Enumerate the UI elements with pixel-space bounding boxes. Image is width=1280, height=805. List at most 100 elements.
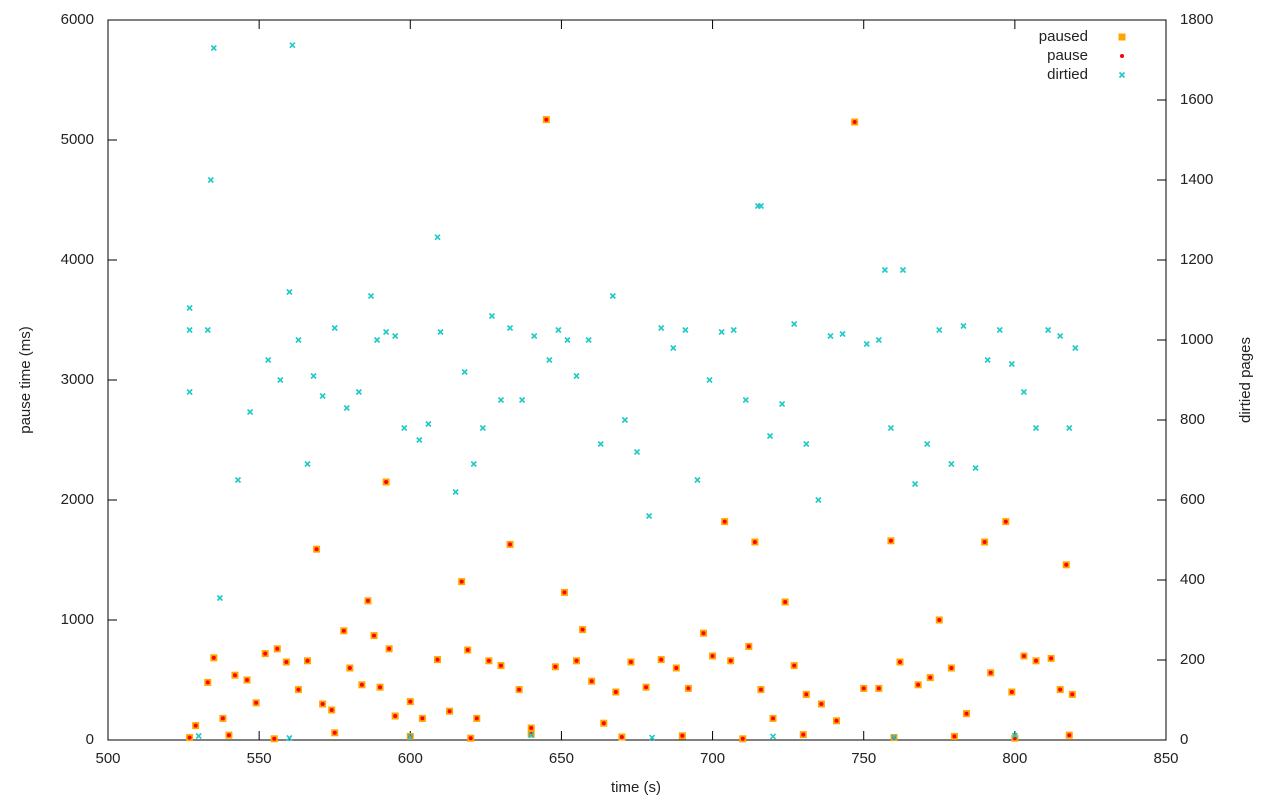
point	[972, 464, 979, 472]
point	[195, 732, 202, 740]
point	[1003, 519, 1008, 524]
point	[272, 736, 277, 741]
point	[263, 651, 268, 656]
point	[803, 440, 810, 448]
y-tick-label: 2000	[61, 491, 94, 508]
point	[937, 618, 942, 622]
point	[425, 420, 432, 428]
x-tick-label: 500	[95, 750, 120, 767]
point	[332, 730, 337, 735]
plot-frame	[107, 19, 1167, 741]
point	[585, 336, 592, 344]
point	[384, 480, 389, 484]
point	[329, 708, 334, 712]
point	[916, 682, 921, 687]
legend-label: pause	[1047, 47, 1088, 64]
point	[479, 424, 486, 432]
x-tick-label: 800	[1002, 750, 1027, 767]
point	[996, 326, 1003, 334]
point	[621, 416, 628, 424]
point	[613, 690, 618, 694]
point	[752, 540, 757, 544]
point	[420, 716, 425, 721]
y-tick-label: 1000	[61, 611, 94, 628]
point	[674, 666, 679, 670]
point	[801, 732, 806, 737]
point	[459, 579, 464, 584]
point	[245, 678, 250, 682]
point	[701, 631, 706, 636]
y2-tick-label: 1000	[1180, 331, 1213, 348]
point	[343, 404, 350, 412]
x-axis-label: time (s)	[611, 779, 661, 796]
point	[452, 488, 459, 496]
point	[1058, 687, 1063, 692]
point	[1011, 732, 1018, 739]
point	[528, 732, 535, 739]
y2-axis-label: dirtied pages	[1237, 337, 1254, 423]
point	[367, 292, 375, 300]
y-tick-label: 5000	[61, 131, 94, 148]
point	[447, 709, 452, 714]
y2-tick-label: 1600	[1180, 91, 1213, 108]
point	[265, 356, 272, 364]
point	[393, 714, 398, 718]
point	[948, 460, 955, 468]
point	[779, 400, 786, 408]
point	[562, 590, 567, 595]
y-tick-label: 6000	[61, 11, 94, 28]
point	[555, 326, 562, 334]
y2-tick-label: 1200	[1180, 251, 1213, 268]
point	[881, 266, 888, 274]
y2-tick-label: 1800	[1180, 11, 1213, 28]
point	[754, 202, 761, 210]
point	[580, 627, 585, 632]
point	[804, 692, 809, 697]
point	[372, 633, 377, 638]
point	[341, 628, 346, 633]
point	[928, 675, 933, 680]
point	[960, 322, 967, 330]
point	[746, 644, 751, 649]
point	[769, 733, 777, 740]
point	[373, 336, 381, 344]
point	[609, 292, 616, 300]
point	[839, 330, 846, 338]
point	[435, 657, 440, 662]
point	[437, 328, 444, 336]
x-tick-label: 700	[700, 750, 725, 767]
point	[1064, 562, 1069, 567]
point	[359, 682, 364, 687]
legend-label: paused	[1039, 28, 1088, 45]
point	[964, 711, 969, 716]
point	[434, 234, 441, 241]
y2-tick-label: 200	[1180, 651, 1205, 668]
point	[686, 686, 691, 691]
point	[952, 734, 957, 739]
point	[890, 734, 898, 741]
point	[277, 376, 284, 384]
y-tick-label: 0	[86, 731, 94, 748]
point	[1067, 733, 1072, 738]
point	[899, 266, 907, 274]
point	[574, 658, 579, 663]
point	[407, 733, 414, 740]
point	[988, 670, 993, 675]
legend-marker	[1118, 71, 1126, 79]
point	[284, 660, 289, 664]
point	[187, 735, 192, 740]
point	[488, 312, 495, 320]
point	[470, 460, 477, 468]
point	[834, 718, 839, 723]
point	[508, 542, 513, 547]
point	[304, 460, 311, 468]
point	[861, 686, 866, 691]
point	[234, 476, 242, 484]
y2-tick-label: 600	[1180, 491, 1205, 508]
point	[531, 332, 538, 340]
point	[468, 736, 473, 741]
point	[465, 648, 470, 652]
point	[193, 723, 198, 728]
point	[564, 336, 571, 344]
point	[1021, 654, 1026, 658]
